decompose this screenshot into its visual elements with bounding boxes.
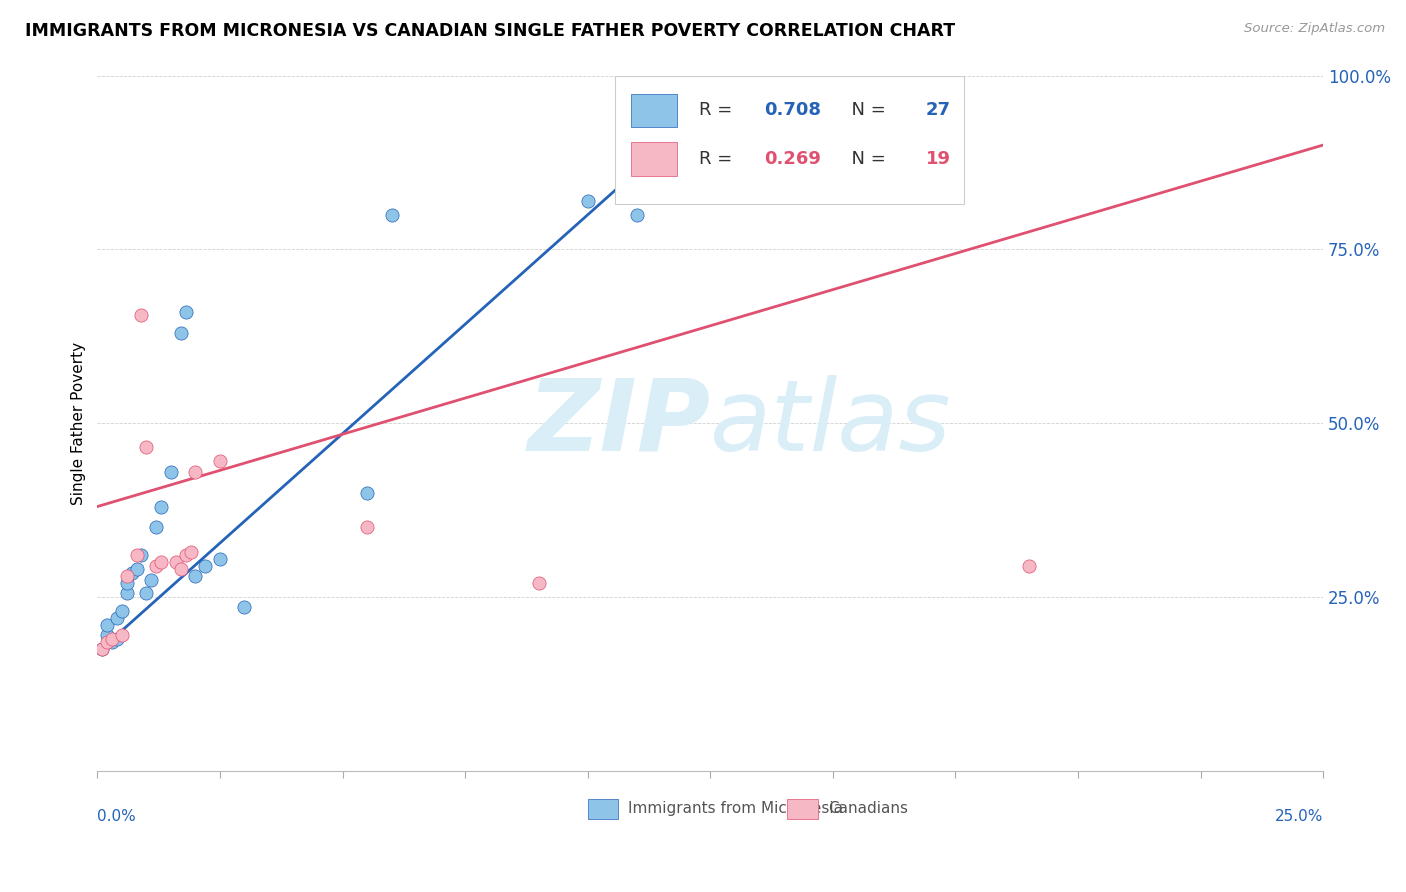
Point — [105, 611, 128, 625]
Point — [111, 604, 134, 618]
Point — [174, 305, 197, 319]
Point — [91, 642, 114, 657]
Point — [194, 558, 217, 573]
Point — [165, 555, 187, 569]
Point — [233, 600, 256, 615]
Text: IMMIGRANTS FROM MICRONESIA VS CANADIAN SINGLE FATHER POVERTY CORRELATION CHART: IMMIGRANTS FROM MICRONESIA VS CANADIAN S… — [25, 22, 956, 40]
Point — [208, 454, 231, 468]
Point — [170, 562, 193, 576]
FancyBboxPatch shape — [787, 798, 818, 820]
Point — [141, 573, 163, 587]
Point — [145, 520, 167, 534]
Text: N =: N = — [841, 102, 891, 120]
Text: 25.0%: 25.0% — [1275, 809, 1323, 824]
Text: R =: R = — [699, 150, 738, 168]
Point — [184, 465, 207, 479]
Point — [184, 569, 207, 583]
Point — [356, 485, 378, 500]
Text: 0.708: 0.708 — [765, 102, 821, 120]
Point — [576, 194, 599, 208]
Text: Canadians: Canadians — [828, 801, 908, 816]
Point — [1018, 558, 1040, 573]
Text: N =: N = — [841, 150, 891, 168]
Text: 27: 27 — [927, 102, 950, 120]
Text: 0.269: 0.269 — [765, 150, 821, 168]
Point — [96, 628, 118, 642]
Point — [91, 642, 114, 657]
Point — [131, 309, 153, 323]
Text: 19: 19 — [927, 150, 950, 168]
Point — [131, 548, 153, 562]
Point — [115, 586, 138, 600]
Text: 0.0%: 0.0% — [97, 809, 136, 824]
Point — [115, 569, 138, 583]
Point — [170, 326, 193, 340]
Point — [105, 632, 128, 646]
Point — [527, 576, 550, 591]
Text: Immigrants from Micronesia: Immigrants from Micronesia — [628, 801, 844, 816]
Point — [111, 628, 134, 642]
Text: atlas: atlas — [710, 375, 952, 472]
Point — [101, 635, 124, 649]
Point — [208, 551, 231, 566]
FancyBboxPatch shape — [614, 76, 965, 204]
Point — [356, 520, 378, 534]
FancyBboxPatch shape — [630, 94, 678, 127]
Point — [160, 465, 183, 479]
Point — [145, 558, 167, 573]
Text: Source: ZipAtlas.com: Source: ZipAtlas.com — [1244, 22, 1385, 36]
Point — [150, 555, 173, 569]
FancyBboxPatch shape — [588, 798, 619, 820]
Point — [101, 632, 124, 646]
Point — [174, 548, 197, 562]
Point — [96, 617, 118, 632]
Point — [179, 545, 201, 559]
Text: ZIP: ZIP — [527, 375, 710, 472]
Point — [125, 548, 148, 562]
Point — [135, 441, 157, 455]
Text: R =: R = — [699, 102, 738, 120]
Point — [626, 208, 648, 222]
Point — [135, 586, 157, 600]
Y-axis label: Single Father Poverty: Single Father Poverty — [72, 342, 86, 505]
Point — [150, 500, 173, 514]
Point — [115, 576, 138, 591]
Point — [380, 208, 402, 222]
FancyBboxPatch shape — [630, 142, 678, 176]
Point — [121, 566, 143, 580]
Point — [125, 562, 148, 576]
Point — [96, 635, 118, 649]
